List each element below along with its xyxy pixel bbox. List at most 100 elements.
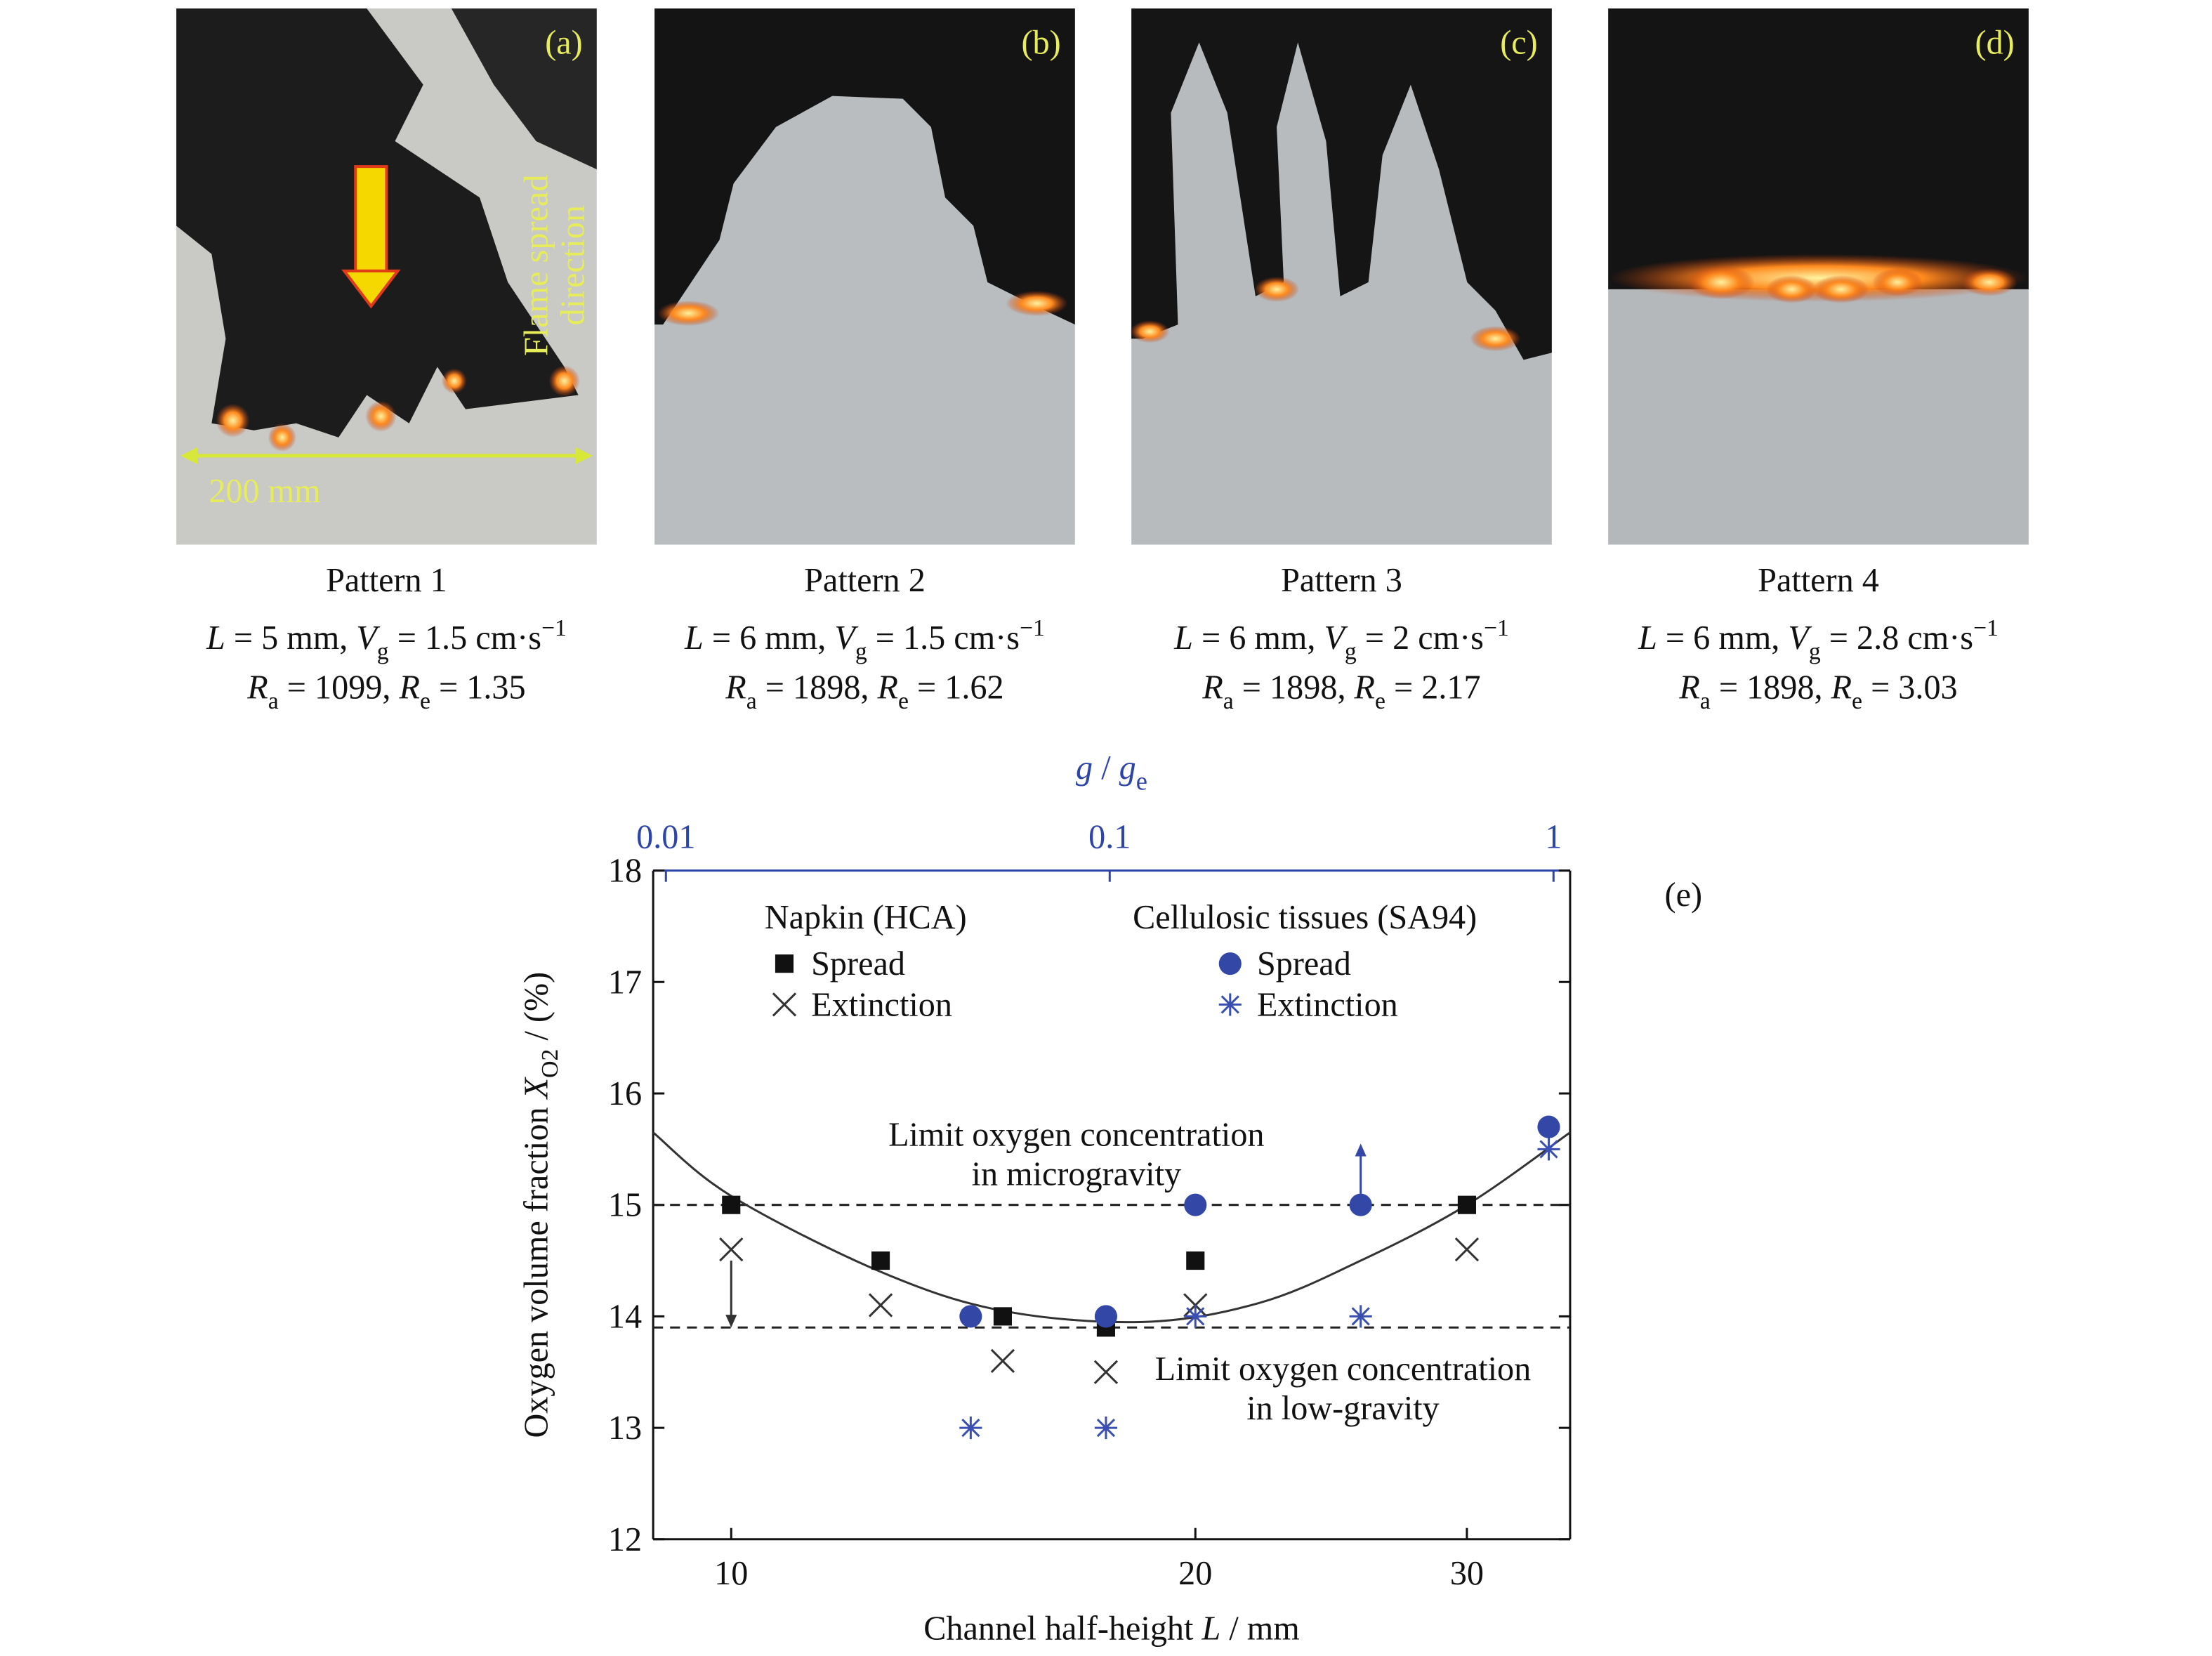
text-part: R [1678,669,1699,706]
y-tick-label: 15 [608,1187,642,1224]
text-part: = 2 cm·s [1357,619,1484,657]
cross-marker [1093,1360,1119,1384]
text-part: = 1099, [279,669,400,706]
asterisk-marker [1184,1305,1207,1328]
y-tick-label: 17 [608,964,642,1001]
text-part: = 5 mm, [225,619,357,657]
text-part: R [246,669,268,706]
text-part: = 2.17 [1385,669,1481,706]
legend-marker [775,954,794,973]
scale-label: 200 mm [209,473,320,510]
direction-arrow [354,165,388,275]
text-part: g [377,639,389,665]
x2-tick-label: 0.01 [636,818,695,855]
text-part: V [834,619,859,657]
pattern-numbers: Ra = 1898, Re = 1.62 [725,669,1003,714]
legend-label: Extinction [811,986,952,1023]
cross-marker [990,1348,1015,1374]
annotation: Limit oxygen concentration [1155,1351,1531,1388]
text-part: = 1.35 [430,669,526,706]
legend-marker [1218,993,1242,1016]
text-part: L [206,619,225,657]
text-part: g [1076,749,1093,787]
text-part: = 6 mm, [704,619,835,657]
text-part: R [399,669,420,706]
annotation: in low-gravity [1246,1390,1439,1427]
panel-label: (e) [1665,876,1703,914]
text-part: a [268,688,279,714]
direction-line: Flame spread [518,175,555,356]
y-tick-label: 18 [608,853,642,890]
asterisk-marker [1094,1417,1118,1440]
circle-marker [1094,1305,1118,1328]
text-part: = 6 mm, [1193,619,1324,657]
cross-marker [1454,1237,1480,1262]
y-tick-label: 12 [608,1521,642,1558]
text-part: a [1223,688,1234,714]
circle-marker [1184,1193,1207,1216]
text-part: R [1354,669,1375,706]
x2-tick-label: 1 [1545,818,1562,855]
legend-marker [1218,952,1242,975]
pattern-numbers: Ra = 1898, Re = 2.17 [1202,669,1480,714]
x-tick-label: 20 [1178,1555,1212,1592]
limit-arrow-head [1355,1143,1367,1157]
panel-label: (a) [545,24,583,61]
pattern-numbers: Ra = 1898, Re = 3.03 [1678,669,1957,714]
direction-label: Flame spreaddirection [518,175,591,356]
text-part: = 1898, [1234,669,1355,706]
pattern-params: L = 5 mm, Vg = 1.5 cm·s−1 [206,615,567,665]
text-part: L [1638,619,1657,657]
panel-label: (c) [1500,24,1538,61]
text-part: a [1700,688,1711,714]
x-axis-label: Channel half-height L / mm [923,1610,1300,1647]
legend-label: Spread [811,945,905,983]
text-part: = 6 mm, [1657,619,1789,657]
text-part: R [725,669,746,706]
text-part: −1 [1484,615,1509,641]
text-part: g [855,639,867,665]
text-part: a [746,688,757,714]
circle-marker [1537,1115,1560,1138]
text-part: V [1324,619,1348,657]
asterisk-marker [1349,1305,1372,1328]
text-part: V [1788,619,1812,657]
panel-label: (d) [1975,24,2015,61]
square-marker [1186,1251,1205,1270]
square-marker [1457,1195,1476,1214]
text-part: = 3.03 [1862,669,1958,706]
asterisk-marker [1537,1138,1560,1161]
text-part: = 2.8 cm·s [1821,619,1973,657]
photo-c [1130,8,1552,545]
text-part: O2 [537,1049,563,1078]
x2-axis-label: g / ge [1076,749,1147,796]
text-part: / (%) [518,972,555,1049]
annotation: Limit oxygen concentration [888,1116,1264,1153]
asterisk-marker [959,1417,982,1440]
square-marker [993,1307,1012,1326]
text-part: e [1375,688,1385,714]
text-part: L [1173,619,1193,657]
x-tick-label: 10 [714,1555,748,1592]
y-axis-label: Oxygen volume fraction XO2 / (%) [518,972,562,1438]
text-part: Oxygen volume fraction [518,1098,555,1438]
text-part: = 1898, [1711,669,1831,706]
text-part: = 1.5 cm·s [867,619,1020,657]
legend-group-title: Napkin (HCA) [765,899,967,936]
text-part: / [1093,749,1119,787]
text-part: = 1.5 cm·s [389,619,541,657]
cross-marker [719,1237,744,1262]
pattern-title: Pattern 2 [804,562,926,599]
pattern-title: Pattern 1 [326,562,447,599]
limit-arrow-head [725,1315,737,1328]
legend-label: Extinction [1257,986,1398,1023]
text-part: e [420,688,430,714]
text-part: g [1809,639,1821,665]
direction-arrow-head [341,269,401,309]
text-part: R [1202,669,1223,706]
pattern-params: L = 6 mm, Vg = 2.8 cm·s−1 [1638,615,1999,665]
legend-label: Spread [1257,945,1351,983]
circle-marker [959,1305,982,1328]
